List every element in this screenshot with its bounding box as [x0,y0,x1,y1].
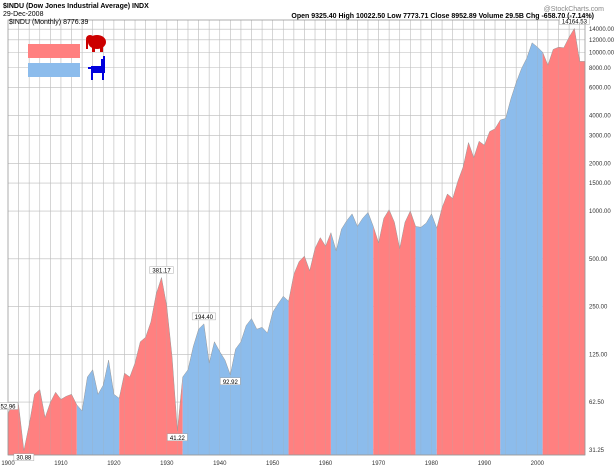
x-tick-label: 1920 [107,461,121,467]
party-band-republican [436,28,501,455]
elephant-icon [86,35,106,52]
y-tick-label: 31.25 [589,448,605,454]
annotation-label: 52.96 [0,405,16,411]
annotation-label: 30.88 [16,456,32,462]
chart-date: 29-Dec-2008 [3,11,44,18]
x-tick-label: 1910 [54,461,68,467]
annotation-box [13,453,35,461]
x-axis: 1900 1910 1920 1930 1940 1950 1960 1970 1980 1990… [1,461,544,467]
party-band-democrat [76,28,120,455]
party-band-democrat [330,28,374,455]
annotation-box [167,433,188,441]
y-tick-label: 500.00 [589,257,608,263]
party-band-democrat [500,28,543,455]
y-tick-label: 2000.00 [589,161,611,167]
x-tick-label: 1980 [425,461,439,467]
price-line [7,27,586,456]
democrat-swatch [28,63,80,77]
annotation-box [191,312,216,321]
annotation-box [220,377,241,385]
y-tick-label: 14000.00 [589,27,615,33]
annotation-box [559,17,590,25]
x-tick-label: 1900 [1,461,15,467]
x-tick-label: 1960 [319,461,333,467]
annotation-label: 381.17 [152,269,171,275]
party-band-republican [119,28,183,455]
x-tick-label: 2000 [531,461,545,467]
y-tick-label: 4000.00 [589,114,611,120]
x-tick-label: 1930 [160,461,174,467]
y-tick-label: 125.00 [589,352,608,358]
y-axis: 14000.00 12000.00 10000.00 8000.00 6000.00 40… [589,27,615,454]
plot-frame [7,19,586,456]
ohlc-readout: Open 9325.40 High 10022.50 Low 7773.71 C… [291,13,594,20]
annotation-label: 41.22 [170,436,186,442]
party-band-democrat [415,28,437,455]
x-tick-label: 1940 [213,461,227,467]
y-tick-label: 1500.00 [589,181,611,187]
annotations: 52.96 30.88 381.17 41.22 194.40 92.92 14164.53 [0,17,590,462]
y-tick-label: 12000.00 [589,38,615,44]
y-tick-label: 8000.00 [589,66,611,72]
x-tick-label: 1990 [478,461,492,467]
y-tick-label: 3000.00 [589,133,611,139]
annotation-box [149,266,174,274]
donkey-icon [88,56,105,80]
republican-swatch [28,44,80,58]
y-tick-label: 1000.00 [589,209,611,215]
series-legend: $INDU (Monthly) 8776.39 [9,19,89,26]
annotation-label: 194.40 [195,315,214,321]
x-tick-label: 1950 [266,461,280,467]
watermark: @StockCharts.com [543,6,604,13]
party-band-republican [288,28,331,455]
y-tick-label: 6000.00 [589,86,611,92]
annotation-label: 14164.53 [562,19,588,25]
x-tick-label: 1970 [372,461,386,467]
party-bands [8,28,585,455]
vertical-gridlines [18,20,580,455]
y-tick-label: 10000.00 [589,50,615,56]
annotation-box [0,402,19,410]
chart-title: $INDU (Dow Jones Industrial Average) IND… [3,3,149,10]
y-tick-label: 62.50 [589,400,605,406]
y-tick-label: 250.00 [589,305,608,311]
annotation-label: 92.92 [223,380,239,386]
party-band-republican [542,28,585,455]
